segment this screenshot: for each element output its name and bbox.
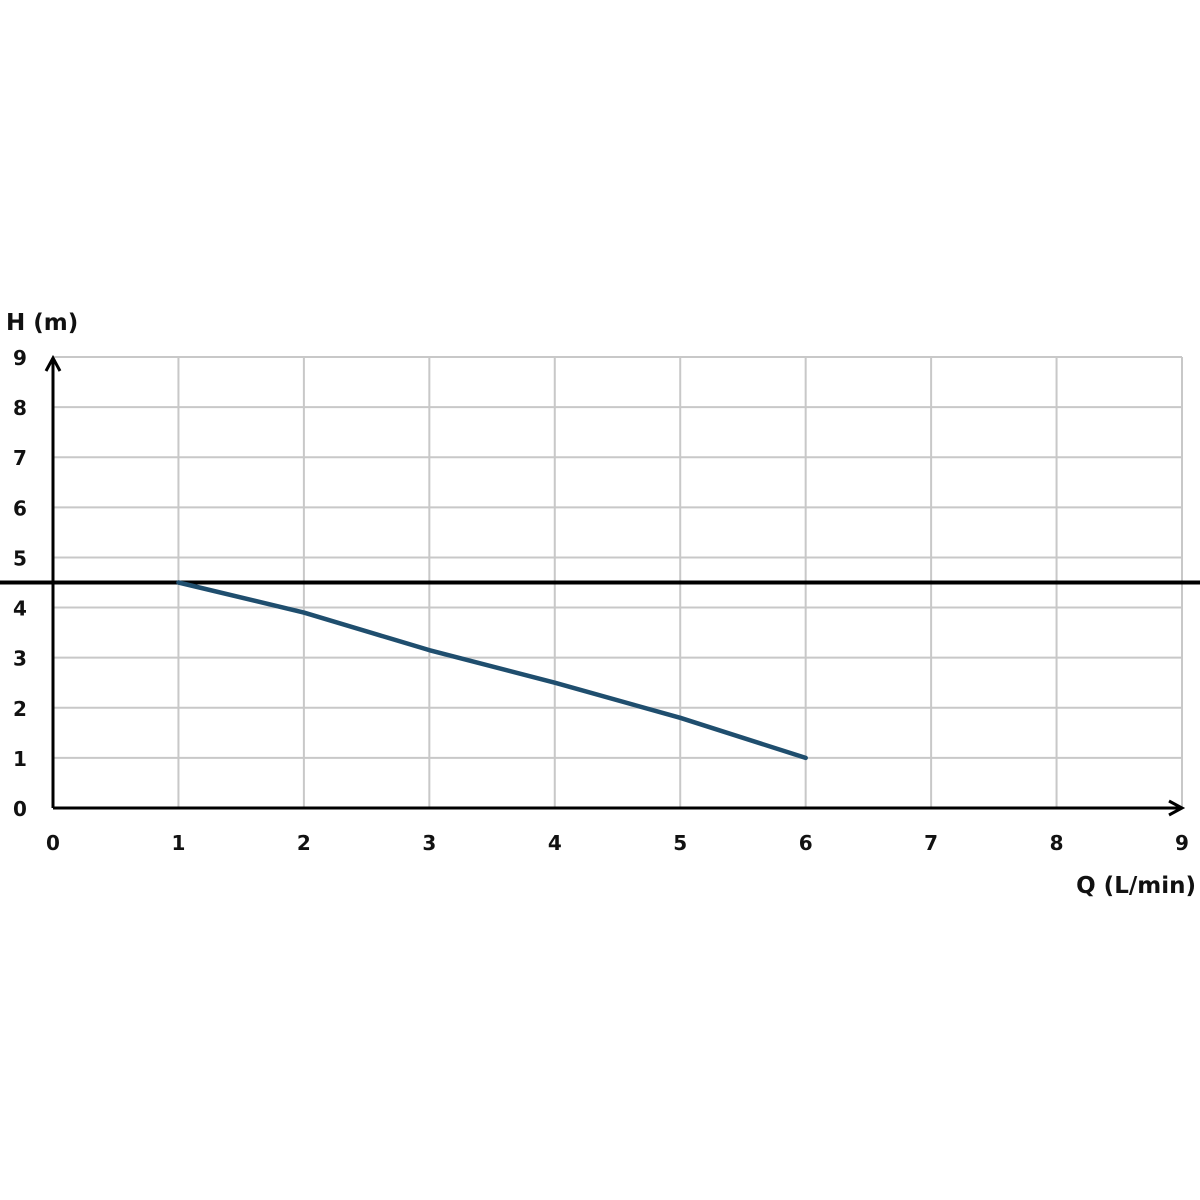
y-tick-label: 8 bbox=[13, 396, 27, 420]
x-tick-label: 0 bbox=[46, 831, 60, 855]
y-axis-arrow-icon bbox=[44, 354, 62, 372]
x-axis-label: Q (L/min) bbox=[1076, 873, 1196, 899]
x-axis-arrow-icon bbox=[1168, 799, 1186, 817]
y-tick-label: 0 bbox=[13, 797, 27, 821]
y-tick-label: 9 bbox=[13, 346, 27, 370]
plot-area bbox=[0, 580, 1200, 761]
axes bbox=[44, 354, 1186, 817]
x-tick-label: 4 bbox=[548, 831, 562, 855]
y-axis-label: H (m) bbox=[6, 310, 78, 336]
series-line bbox=[176, 580, 808, 761]
x-tick-label: 5 bbox=[673, 831, 687, 855]
x-tick-label: 3 bbox=[422, 831, 436, 855]
x-tick-label: 1 bbox=[171, 831, 185, 855]
x-tick-label: 7 bbox=[924, 831, 938, 855]
grid bbox=[53, 356, 1183, 808]
y-tick-label: 4 bbox=[13, 597, 27, 621]
x-tick-label: 2 bbox=[297, 831, 311, 855]
y-tick-label: 7 bbox=[13, 446, 27, 470]
y-tick-label: 5 bbox=[13, 546, 27, 570]
y-tick-label: 6 bbox=[13, 496, 27, 520]
y-tick-label: 3 bbox=[13, 647, 27, 671]
x-tick-label: 6 bbox=[799, 831, 813, 855]
tick-labels: 0 1 2 3 4 5 6 7 8 9 0 1 2 3 4 5 6 7 8 9 bbox=[13, 346, 1189, 855]
y-tick-label: 2 bbox=[13, 697, 27, 721]
y-tick-label: 1 bbox=[13, 747, 27, 771]
x-tick-label: 9 bbox=[1175, 831, 1189, 855]
x-tick-label: 8 bbox=[1050, 831, 1064, 855]
